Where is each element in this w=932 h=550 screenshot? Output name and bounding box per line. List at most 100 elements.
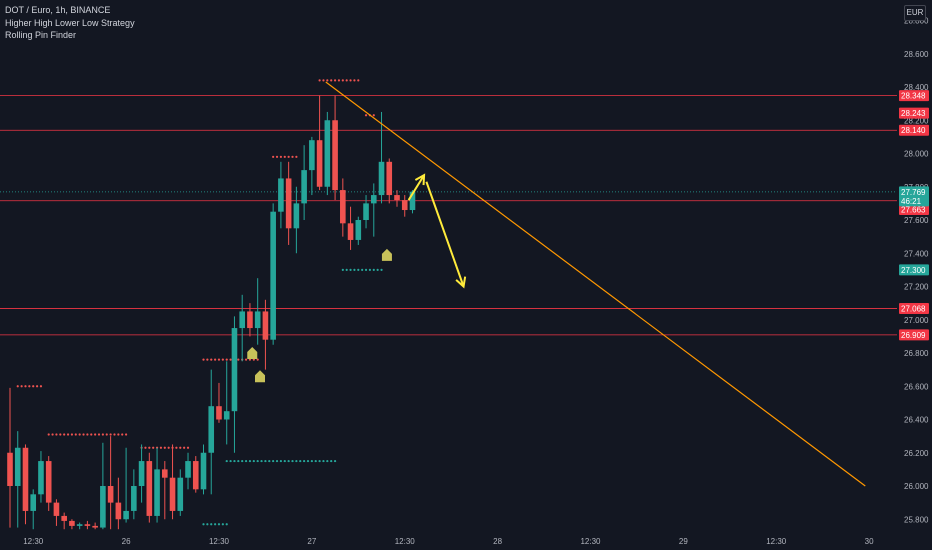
indicator-hhll-label[interactable]: Higher High Lower Low Strategy	[5, 18, 135, 28]
indicator-dot	[349, 268, 352, 271]
y-tick-label: 26.200	[904, 449, 929, 458]
indicator-dot	[361, 268, 364, 271]
indicator-dot	[24, 385, 27, 388]
x-tick-label: 12:30	[209, 537, 230, 546]
candle-body	[100, 486, 106, 528]
indicator-dot	[70, 433, 74, 436]
candle-body	[355, 220, 362, 240]
indicator-dot	[202, 358, 205, 361]
indicator-dot	[148, 446, 151, 449]
indicator-dot	[318, 79, 321, 82]
indicator-dot	[28, 385, 31, 388]
indicator-dot	[256, 459, 259, 463]
candle-body	[386, 161, 393, 196]
indicator-dot	[186, 446, 190, 449]
y-tick-label: 28.400	[904, 83, 929, 92]
indicator-dot	[272, 459, 275, 463]
price-label-bg	[899, 204, 929, 216]
x-tick-label: 28	[493, 537, 502, 546]
y-tick-label: 28.000	[904, 150, 929, 159]
projection-arrow	[407, 174, 425, 201]
y-tick-label: 26.400	[904, 416, 929, 425]
indicator-dot	[125, 433, 128, 436]
candle-body	[285, 178, 292, 229]
indicator-dot	[291, 459, 294, 463]
candle-body	[309, 140, 315, 171]
indicator-dot	[179, 446, 182, 449]
candle-body	[239, 311, 245, 329]
candle-body	[293, 203, 300, 229]
candle-body	[162, 469, 168, 478]
candle-body	[270, 211, 276, 340]
candle-body	[192, 461, 199, 490]
indicator-dot	[314, 459, 317, 463]
candle-body	[76, 524, 83, 526]
candle-body	[38, 461, 44, 495]
projection-arrow	[425, 181, 465, 287]
candle-body	[92, 525, 98, 528]
y-tick-label: 27.400	[904, 249, 929, 258]
price-label-bg	[899, 107, 929, 119]
candle-body	[177, 477, 184, 511]
trendline	[325, 81, 866, 487]
buy-signal-marker	[247, 347, 258, 359]
indicator-dot	[82, 433, 85, 436]
indicator-dot	[368, 268, 372, 271]
indicator-dot	[279, 459, 282, 463]
candle-body	[394, 195, 400, 201]
indicator-rolling-pin-label[interactable]: Rolling Pin Finder	[5, 30, 77, 40]
indicator-dot	[229, 459, 232, 463]
indicator-dot	[74, 433, 77, 436]
chart-symbol-title: DOT / Euro, 1h, BINANCE	[5, 5, 111, 15]
indicator-dot	[210, 523, 213, 526]
currency-badge[interactable]: EUR	[904, 5, 926, 21]
x-tick-label: 27	[307, 537, 316, 546]
indicator-dot	[330, 459, 333, 463]
candle-body	[316, 140, 323, 187]
candle-body	[22, 447, 29, 511]
indicator-dot	[206, 358, 209, 361]
indicator-dot	[32, 385, 35, 388]
candle-body	[138, 461, 145, 486]
indicator-dot	[295, 155, 298, 158]
indicator-dot	[51, 433, 54, 436]
level-price-label-bg	[899, 90, 929, 102]
candle-body	[231, 328, 238, 412]
indicator-dot	[16, 385, 19, 388]
indicator-dot	[376, 268, 379, 271]
buy-signal-marker	[381, 248, 392, 261]
y-tick-label: 26.800	[904, 349, 929, 358]
level-price-label-bg	[899, 124, 929, 136]
candle-body	[146, 461, 153, 516]
indicator-dot	[272, 155, 275, 158]
candle-body	[301, 170, 307, 204]
price-label: 27.663	[901, 206, 926, 215]
candle-body	[53, 502, 60, 516]
indicator-dot	[39, 385, 43, 388]
indicator-dot	[364, 114, 368, 117]
indicator-dot	[225, 358, 228, 361]
indicator-dot	[167, 446, 170, 449]
indicator-dot	[90, 433, 93, 436]
indicator-dot	[353, 268, 356, 271]
candle-body	[278, 178, 284, 212]
indicator-dot	[291, 155, 294, 158]
x-tick-label: 12:30	[580, 537, 601, 546]
candle-body	[115, 502, 122, 520]
indicator-dot	[117, 433, 120, 436]
indicator-dot	[252, 459, 255, 463]
y-tick-label: 28.800	[904, 17, 929, 26]
indicator-dot	[233, 459, 236, 463]
candle-body	[169, 477, 176, 511]
candle-body	[7, 452, 13, 486]
indicator-dot	[202, 523, 205, 526]
indicator-dot	[353, 79, 356, 82]
y-tick-label: 27.200	[904, 283, 929, 292]
current-price-label: 27.769	[901, 188, 926, 197]
indicator-dot	[295, 459, 298, 463]
indicator-dot	[20, 385, 23, 388]
y-tick-label: 28.600	[904, 50, 929, 59]
indicator-dot	[326, 459, 329, 463]
level-price-label: 28.140	[901, 126, 926, 135]
